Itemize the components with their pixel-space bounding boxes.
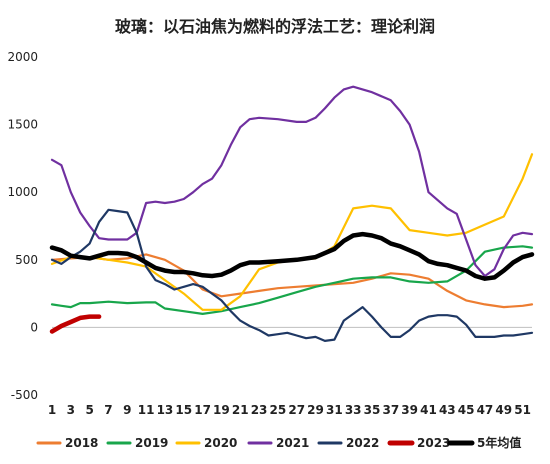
x-tick-label: 51 — [514, 403, 531, 417]
x-tick-label: 3 — [67, 403, 75, 417]
y-tick-label: 500 — [15, 253, 38, 267]
x-tick-label: 35 — [364, 403, 381, 417]
legend-label: 2019 — [135, 436, 168, 450]
legend: 2018 2019 2020 2021 2022 2023 5年均值 — [36, 435, 521, 450]
series-group — [49, 85, 535, 342]
x-tick-label: 9 — [123, 403, 131, 417]
x-tick-label: 29 — [307, 403, 324, 417]
legend-label: 2023 — [417, 436, 450, 450]
series-line-2022 — [50, 208, 534, 342]
x-tick-label: 47 — [477, 403, 494, 417]
x-tick-label: 17 — [194, 403, 211, 417]
series-line-2023 — [49, 314, 102, 334]
legend-label: 5年均值 — [477, 435, 521, 450]
x-tick-label: 19 — [213, 403, 230, 417]
x-tick-label: 5 — [85, 403, 93, 417]
x-tick-label: 23 — [251, 403, 268, 417]
x-tick-label: 31 — [326, 403, 343, 417]
series-line-5年均值 — [49, 231, 535, 281]
series-line-2019 — [50, 245, 534, 315]
x-tick-label: 33 — [345, 403, 362, 417]
legend-label: 2021 — [276, 436, 309, 450]
x-tick-label: 7 — [104, 403, 112, 417]
y-tick-label: -500 — [11, 388, 38, 402]
y-tick-label: 1500 — [7, 118, 38, 132]
x-tick-label: 11 — [138, 403, 155, 417]
y-tick-label: 0 — [30, 320, 38, 334]
chart-title: 玻璃：以石油焦为燃料的浮法工艺：理论利润 — [115, 17, 435, 36]
x-tick-label: 21 — [232, 403, 249, 417]
legend-label: 2018 — [65, 436, 98, 450]
y-tick-label: 2000 — [7, 50, 38, 64]
y-tick-label: 1000 — [7, 185, 38, 199]
x-tick-label: 27 — [288, 403, 305, 417]
legend-label: 2022 — [346, 436, 379, 450]
legend-label: 2020 — [204, 436, 237, 450]
x-tick-label: 1 — [48, 403, 56, 417]
x-tick-label: 37 — [382, 403, 399, 417]
series-line-2021 — [50, 85, 534, 278]
x-tick-label: 43 — [439, 403, 456, 417]
x-tick-label: 25 — [270, 403, 287, 417]
x-axis: 1 3 5 7 9 11 13 15 17 19 21 23 25 27 29 31 33 35 37 39 41 43 4… — [48, 326, 532, 417]
x-tick-label: 49 — [495, 403, 512, 417]
x-tick-label: 13 — [157, 403, 174, 417]
y-axis: 2000 1500 1000 500 0 -500 — [7, 50, 38, 402]
x-tick-label: 41 — [420, 403, 437, 417]
x-tick-label: 45 — [458, 403, 475, 417]
x-tick-label: 39 — [401, 403, 418, 417]
x-tick-label: 15 — [175, 403, 192, 417]
